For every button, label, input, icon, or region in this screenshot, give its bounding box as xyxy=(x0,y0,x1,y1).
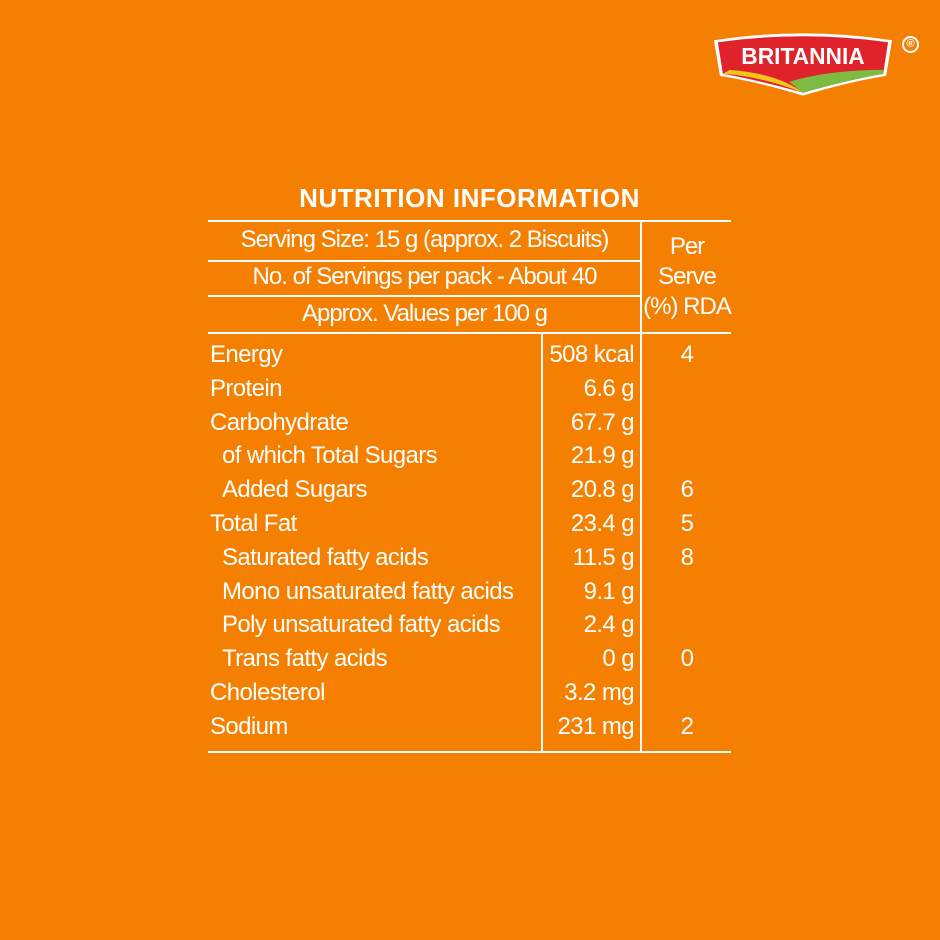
table-row: Added Sugars 20.8 g 6 xyxy=(208,475,731,507)
divider xyxy=(208,295,641,297)
nutrient-name: Saturated fatty acids xyxy=(222,543,429,571)
column-divider xyxy=(541,332,543,753)
table-row: Mono unsaturated fatty acids 9.1 g xyxy=(208,577,731,609)
nutrient-name: Trans fatty acids xyxy=(222,645,388,673)
table-border-top xyxy=(208,220,731,222)
nutrient-rda: 8 xyxy=(680,543,694,571)
nutrient-rda: 4 xyxy=(680,341,694,368)
nutrient-name: Cholesterol xyxy=(210,679,325,706)
registered-mark: ® xyxy=(902,36,919,53)
divider xyxy=(208,260,641,262)
nutrient-value: 11.5 g xyxy=(572,543,635,571)
nutrient-rda xyxy=(643,374,731,404)
nutrient-value: 3.2 mg xyxy=(564,679,634,706)
nutrient-rda: 6 xyxy=(680,476,694,504)
table-row: Poly unsaturated fatty acids 2.4 g xyxy=(208,610,731,642)
nutrient-rda xyxy=(643,408,731,438)
table-row: Energy 508 kcal 4 xyxy=(208,340,731,372)
table-row: Saturated fatty acids 11.5 g 8 xyxy=(208,543,731,575)
values-basis: Approx. Values per 100 g xyxy=(301,300,548,327)
table-row: Protein 6.6 g xyxy=(208,374,731,406)
nutrient-value: 508 kcal xyxy=(549,341,634,368)
table-border-bottom xyxy=(208,751,731,753)
nutrient-rda xyxy=(643,610,731,640)
table-row: Total Fat 23.4 g 5 xyxy=(208,509,731,541)
nutrient-name: Added Sugars xyxy=(222,476,368,504)
nutrient-value: 23.4 g xyxy=(570,510,635,537)
nutrient-value: 9.1 g xyxy=(583,577,635,605)
nutrient-value: 6.6 g xyxy=(583,374,635,402)
nutrient-rda xyxy=(643,577,731,607)
nutrient-value: 2.4 g xyxy=(583,611,635,639)
nutrient-name: Protein xyxy=(210,374,282,402)
nutrient-value: 0 g xyxy=(602,645,634,673)
nutrient-value: 67.7 g xyxy=(570,408,635,436)
nutrient-name: Sodium xyxy=(210,712,288,740)
nutrient-value: 20.8 g xyxy=(570,476,635,504)
britannia-logo: BRITANNIA xyxy=(713,33,893,96)
nutrient-rda xyxy=(643,441,731,471)
rda-header-line: Serve xyxy=(658,263,717,290)
nutrient-name: Energy xyxy=(210,341,283,368)
nutrient-name: Carbohydrate xyxy=(210,408,349,436)
rda-header-line: (%) RDA xyxy=(643,293,732,320)
page-title: NUTRITION INFORMATION xyxy=(299,183,640,213)
rda-header: Per Serve (%) RDA xyxy=(643,232,732,322)
servings-per-pack: No. of Servings per pack - About 40 xyxy=(252,263,598,290)
rda-header-line: Per xyxy=(669,233,705,260)
nutrient-value: 21.9 g xyxy=(570,442,635,470)
nutrient-rda: 2 xyxy=(680,712,694,740)
nutrient-name: Poly unsaturated fatty acids xyxy=(222,611,501,639)
nutrient-name: of which Total Sugars xyxy=(222,442,438,470)
table-row: Cholesterol 3.2 mg xyxy=(208,678,731,710)
table-row: Carbohydrate 67.7 g xyxy=(208,408,731,440)
serving-size: Serving Size: 15 g (approx. 2 Biscuits) xyxy=(240,226,610,253)
nutrient-name: Mono unsaturated fatty acids xyxy=(222,577,514,605)
table-row: of which Total Sugars 21.9 g xyxy=(208,441,731,473)
nutrient-rda: 0 xyxy=(680,645,694,673)
column-divider xyxy=(640,220,642,753)
table-row: Sodium 231 mg 2 xyxy=(208,712,731,744)
nutrient-name: Total Fat xyxy=(210,510,297,537)
nutrient-rda: 5 xyxy=(680,510,694,537)
nutrient-rda xyxy=(643,678,731,708)
svg-text:BRITANNIA: BRITANNIA xyxy=(741,43,864,69)
table-row: Trans fatty acids 0 g 0 xyxy=(208,644,731,676)
divider xyxy=(208,332,731,334)
nutrient-value: 231 mg xyxy=(557,712,635,740)
